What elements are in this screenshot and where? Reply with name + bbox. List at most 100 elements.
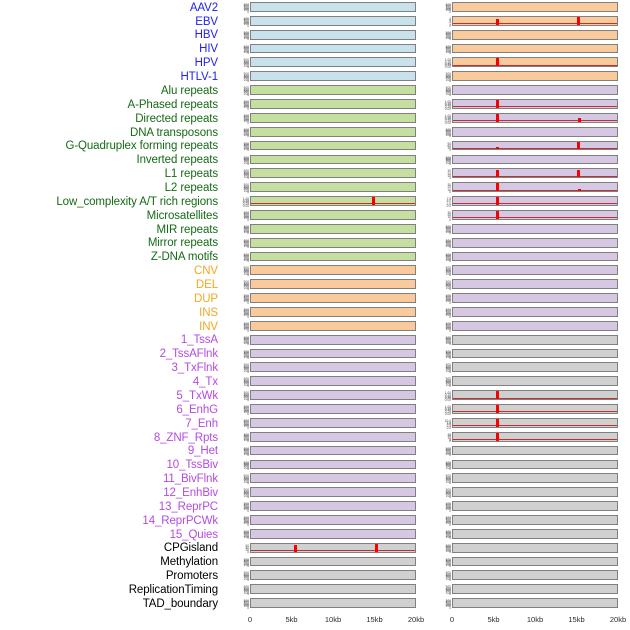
track-left[interactable]: [250, 501, 416, 511]
track-right[interactable]: [452, 112, 618, 123]
y-tick-label: 400: [445, 461, 451, 466]
track-left[interactable]: [250, 334, 416, 345]
track-right[interactable]: [452, 209, 618, 220]
track-left[interactable]: [250, 584, 416, 595]
track-right[interactable]: [452, 542, 618, 553]
track-right[interactable]: [452, 404, 618, 414]
track-right[interactable]: [452, 43, 618, 54]
track-right[interactable]: [452, 598, 618, 608]
track-left[interactable]: [250, 279, 416, 290]
track-left[interactable]: [250, 209, 416, 220]
track-left[interactable]: [250, 57, 416, 68]
track-right[interactable]: [452, 487, 618, 498]
track-right[interactable]: [452, 251, 618, 262]
track-right[interactable]: [452, 348, 618, 359]
track-right[interactable]: [452, 265, 618, 276]
track-right[interactable]: [452, 99, 618, 109]
track-right[interactable]: [452, 196, 618, 206]
y-tick-label: 0.0: [446, 425, 451, 430]
track-right[interactable]: [452, 431, 618, 442]
track-right[interactable]: [452, 445, 618, 456]
track-plot-area: [251, 156, 415, 164]
track-right[interactable]: [452, 182, 618, 193]
track-left[interactable]: [250, 237, 416, 248]
track-right[interactable]: [452, 140, 618, 151]
track-right[interactable]: [452, 237, 618, 248]
track-right[interactable]: [452, 29, 618, 40]
track-left[interactable]: [250, 404, 416, 414]
track-left[interactable]: [250, 417, 416, 428]
track-left[interactable]: [250, 514, 416, 525]
track-left[interactable]: [250, 390, 416, 401]
track-left[interactable]: [250, 473, 416, 484]
y-tick-label: 0: [247, 342, 249, 347]
track-right[interactable]: [452, 473, 618, 484]
y-tick-label: 0: [247, 65, 249, 70]
track-right[interactable]: [452, 501, 618, 511]
track-right[interactable]: [452, 307, 618, 317]
track-right[interactable]: [452, 15, 618, 26]
y-tick-label: 200: [243, 34, 249, 39]
track-left[interactable]: [250, 154, 416, 165]
track-right[interactable]: [452, 320, 618, 331]
track-left[interactable]: [250, 445, 416, 456]
track-left[interactable]: [250, 112, 416, 123]
track-right[interactable]: [452, 390, 618, 401]
track-left[interactable]: [250, 168, 416, 179]
track-left[interactable]: [250, 528, 416, 539]
track-right[interactable]: [452, 362, 618, 373]
track-right[interactable]: [452, 154, 618, 165]
track-right[interactable]: [452, 570, 618, 581]
track-right[interactable]: [452, 376, 618, 387]
track-left[interactable]: [250, 307, 416, 317]
track-left[interactable]: [250, 431, 416, 442]
y-tick-label: 2.5: [446, 201, 451, 206]
track-right[interactable]: [452, 584, 618, 595]
track-left[interactable]: [250, 598, 416, 608]
track-right[interactable]: [452, 223, 618, 234]
track-left[interactable]: [250, 376, 416, 387]
track-right[interactable]: [452, 279, 618, 290]
track-left[interactable]: [250, 196, 416, 206]
track-left[interactable]: [250, 293, 416, 303]
y-tick-label: 300: [445, 74, 451, 79]
track-right[interactable]: [452, 126, 618, 137]
track-left[interactable]: [250, 265, 416, 276]
track-right[interactable]: [452, 85, 618, 96]
track-right[interactable]: [452, 71, 618, 82]
track-right[interactable]: [452, 528, 618, 539]
track-left[interactable]: [250, 570, 416, 581]
track-left[interactable]: [250, 556, 416, 567]
y-tick-label: 500: [445, 44, 451, 49]
y-tick-label: 200: [243, 131, 249, 136]
track-left[interactable]: [250, 29, 416, 40]
track-left[interactable]: [250, 320, 416, 331]
track-right[interactable]: [452, 417, 618, 428]
track-left[interactable]: [250, 348, 416, 359]
row-label-a-phased-repeats: A-Phased repeats: [127, 98, 219, 111]
track-plot-area: [453, 225, 617, 233]
track-left[interactable]: [250, 542, 416, 553]
track-left[interactable]: [250, 2, 416, 12]
track-right[interactable]: [452, 2, 618, 12]
track-left[interactable]: [250, 459, 416, 470]
track-left[interactable]: [250, 43, 416, 54]
track-left[interactable]: [250, 362, 416, 373]
track-left[interactable]: [250, 140, 416, 151]
track-left[interactable]: [250, 126, 416, 137]
track-right[interactable]: [452, 334, 618, 345]
track-left[interactable]: [250, 487, 416, 498]
track-left[interactable]: [250, 251, 416, 262]
track-left[interactable]: [250, 223, 416, 234]
track-left[interactable]: [250, 71, 416, 82]
track-right[interactable]: [452, 57, 618, 68]
track-right[interactable]: [452, 293, 618, 303]
track-left[interactable]: [250, 85, 416, 96]
track-right[interactable]: [452, 556, 618, 567]
track-right[interactable]: [452, 168, 618, 179]
track-left[interactable]: [250, 15, 416, 26]
track-right[interactable]: [452, 459, 618, 470]
track-left[interactable]: [250, 182, 416, 193]
track-left[interactable]: [250, 99, 416, 109]
track-right[interactable]: [452, 514, 618, 525]
